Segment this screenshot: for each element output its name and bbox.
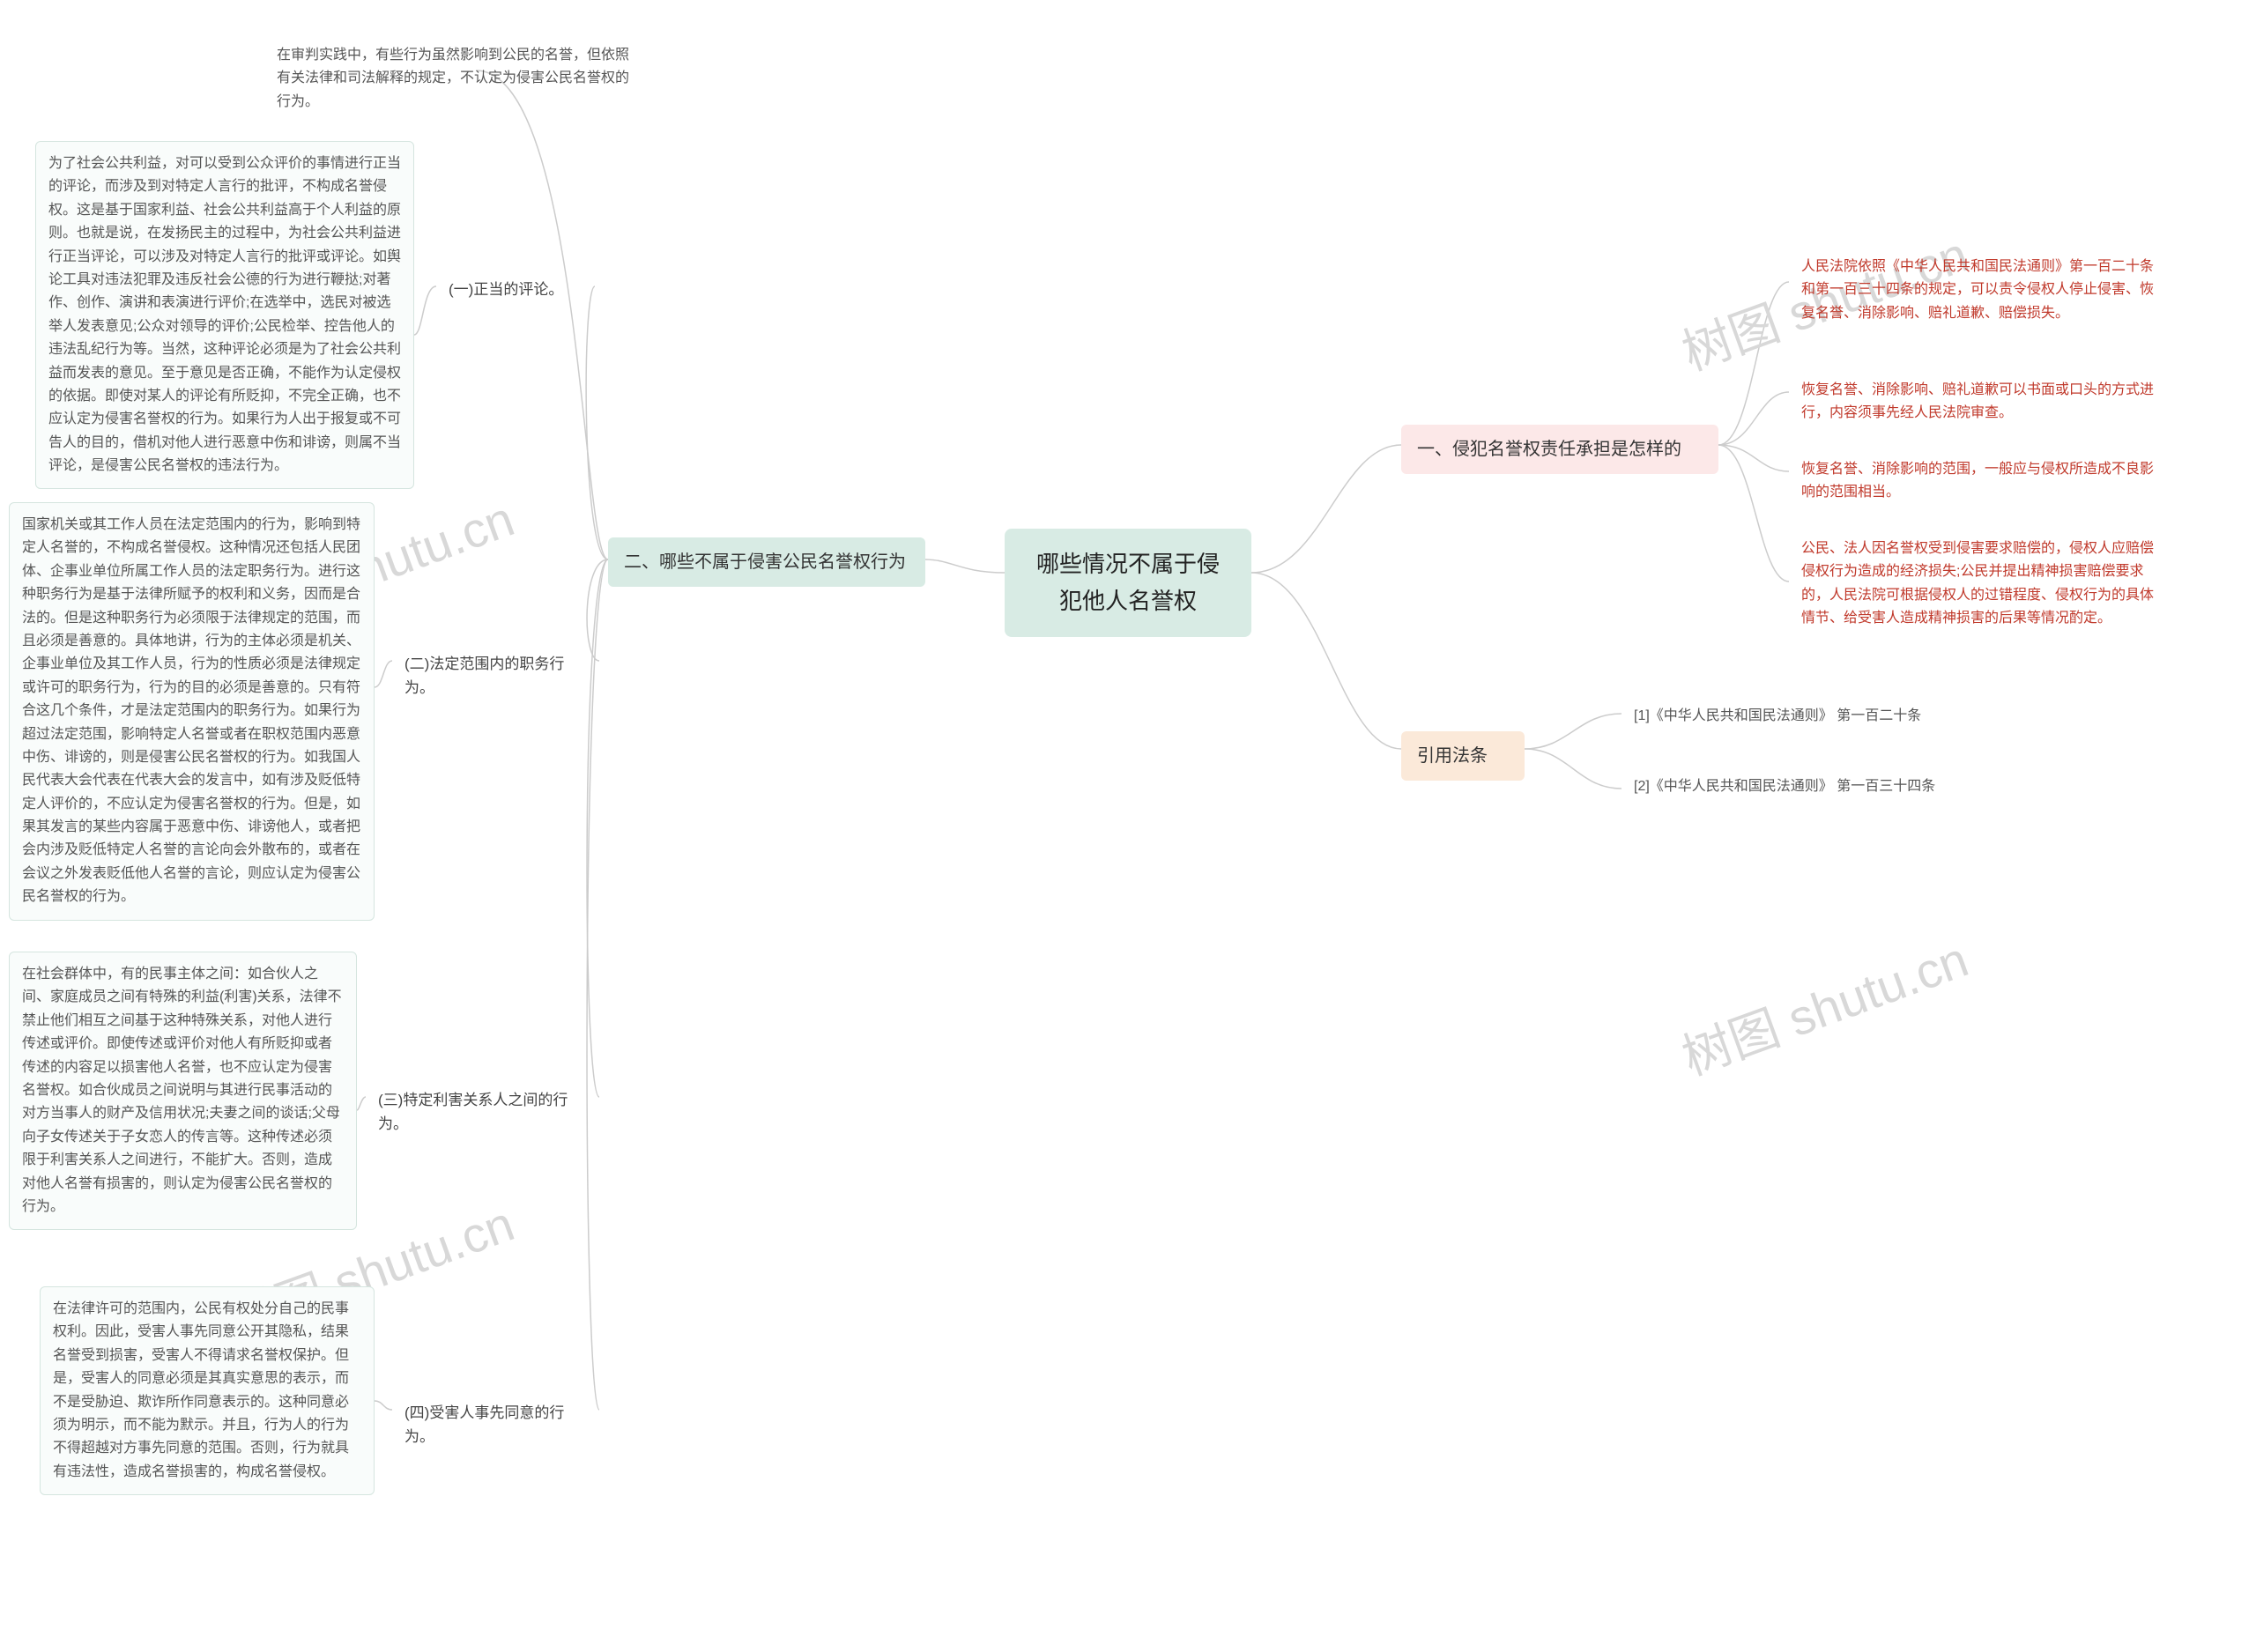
left-intro: 在审判实践中，有些行为虽然影响到公民的名誉，但依照有关法律和司法解释的规定，不认… [264, 35, 643, 122]
branch-right-2: 引用法条 [1401, 731, 1525, 781]
left-sub-2: (二)法定范围内的职务行为。 [392, 643, 599, 708]
center-node: 哪些情况不属于侵犯他人名誉权 [1005, 529, 1251, 637]
left-detail-3: 在社会群体中，有的民事主体之间：如合伙人之间、家庭成员之间有特殊的利益(利害)关… [9, 952, 357, 1230]
left-sub-4: (四)受害人事先同意的行为。 [392, 1392, 599, 1457]
leaf-r1-3: 公民、法人因名誉权受到侵害要求赔偿的，侵权人应赔偿侵权行为造成的经济损失;公民并… [1789, 529, 2168, 640]
left-detail-4: 在法律许可的范围内，公民有权处分自己的民事权利。因此，受害人事先同意公开其隐私，… [40, 1286, 375, 1495]
leaf-r2-0: [1]《中华人民共和国民法通则》 第一百二十条 [1622, 696, 1974, 737]
leaf-r1-1: 恢复名誉、消除影响、赔礼道歉可以书面或口头的方式进行，内容须事先经人民法院审查。 [1789, 370, 2168, 434]
left-detail-1: 为了社会公共利益，对可以受到公众评价的事情进行正当的评论，而涉及到对特定人言行的… [35, 141, 414, 489]
leaf-r2-1: [2]《中华人民共和国民法通则》 第一百三十四条 [1622, 767, 1974, 807]
branch-left: 二、哪些不属于侵害公民名誉权行为 [608, 537, 925, 587]
left-sub-1: (一)正当的评论。 [436, 269, 595, 310]
watermark: 树图 shutu.cn [1671, 920, 1977, 1089]
leaf-r1-2: 恢复名誉、消除影响的范围，一般应与侵权所造成不良影响的范围相当。 [1789, 449, 2168, 514]
left-detail-2: 国家机关或其工作人员在法定范围内的行为，影响到特定人名誉的，不构成名誉侵权。这种… [9, 502, 375, 921]
left-sub-3: (三)特定利害关系人之间的行为。 [366, 1079, 599, 1145]
leaf-r1-0: 人民法院依照《中华人民共和国民法通则》第一百二十条和第一百三十四条的规定，可以责… [1789, 247, 2168, 334]
branch-right-1: 一、侵犯名誉权责任承担是怎样的 [1401, 425, 1718, 474]
